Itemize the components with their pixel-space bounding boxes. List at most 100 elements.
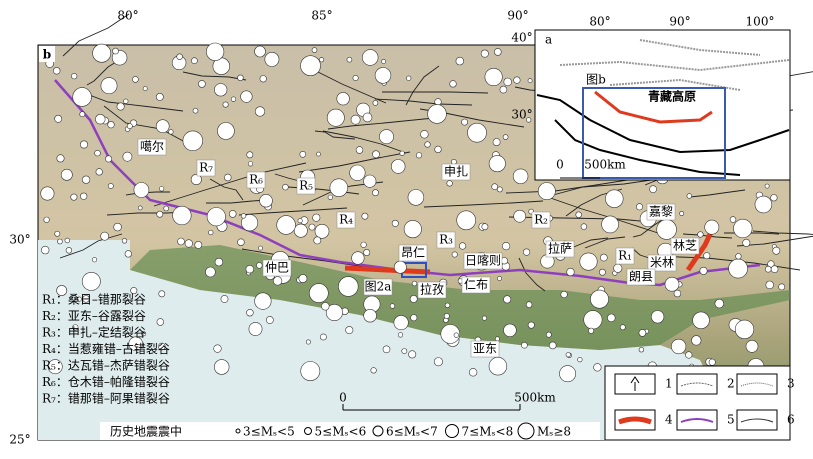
quake: [444, 302, 451, 308]
rift-legend-item: R₂：亚东–谷露裂谷: [42, 309, 146, 323]
lowland: [38, 240, 790, 440]
rift-bg: [296, 177, 316, 195]
quake: [704, 219, 720, 235]
quake: [247, 161, 254, 167]
quake: [314, 224, 330, 239]
quake-symbol: [235, 428, 241, 434]
quake: [424, 141, 431, 148]
quake: [685, 351, 693, 359]
quake: [282, 183, 289, 191]
quake: [177, 237, 185, 246]
fault: [83, 92, 184, 112]
quake: [299, 151, 307, 158]
quake: [345, 326, 354, 335]
quake: [770, 194, 778, 202]
quake: [206, 42, 225, 61]
rift-label: R₁: [618, 249, 632, 263]
quake: [735, 253, 742, 260]
legend-number: 5: [727, 413, 735, 427]
quake: [54, 114, 63, 123]
quake: [393, 315, 409, 331]
quake: [159, 186, 165, 192]
quake: [298, 274, 308, 283]
quake: [76, 296, 82, 302]
quake: [399, 150, 405, 156]
quake: [217, 122, 235, 140]
rift-label: R₂: [534, 213, 548, 227]
fault: [423, 200, 544, 208]
rift-bg: [436, 231, 456, 249]
fault: [518, 257, 546, 292]
quake: [237, 74, 244, 82]
quake: [527, 321, 535, 329]
quake: [57, 238, 63, 245]
quake: [100, 231, 110, 241]
quake: [434, 98, 442, 106]
inset-label: a: [545, 33, 552, 47]
quake: [123, 98, 129, 104]
fault: [327, 117, 435, 130]
quake: [355, 146, 364, 154]
quake: [664, 276, 680, 292]
quake: [656, 219, 677, 240]
rift-legend: R₁：桑日–错那裂谷 R₂：亚东–谷露裂谷 R₃：申扎–定结裂谷R₄：当惹雍错–古错…: [42, 293, 170, 406]
quake: [208, 229, 214, 236]
rift-label: R₅: [299, 179, 313, 193]
quake: [372, 150, 380, 159]
inset-border: [554, 119, 741, 176]
quake: [491, 183, 499, 190]
quake: [453, 332, 459, 338]
quake: [205, 266, 216, 278]
scale-label: 0: [339, 391, 347, 405]
rift-legend-item: R₇：错那错–阿果错裂谷: [42, 392, 170, 406]
quake: [409, 294, 418, 303]
quake: [246, 309, 254, 317]
quake: [513, 76, 521, 84]
inset-frame: [534, 29, 791, 181]
quake: [190, 174, 202, 186]
quake: [729, 216, 737, 223]
legend-number: 3: [787, 377, 795, 391]
fault: [538, 193, 659, 234]
quake: [503, 323, 517, 337]
quake: [40, 186, 55, 201]
quake: [137, 205, 143, 211]
place-label: 图2a: [365, 280, 392, 294]
himalaya-slope: [130, 245, 790, 350]
quake: [47, 359, 63, 375]
quake: [198, 80, 206, 88]
quake: [525, 301, 533, 308]
quake: [577, 357, 583, 363]
rift-label: R₄: [339, 213, 353, 227]
quake: [434, 145, 442, 153]
quake: [410, 314, 418, 322]
legend-sym: [630, 376, 640, 391]
quake: [329, 178, 348, 197]
quake: [407, 189, 425, 206]
inset-box-label: 图b: [586, 73, 606, 87]
quake: [601, 215, 619, 234]
quake: [156, 210, 164, 218]
quake: [308, 283, 329, 303]
place-label: 嘉黎: [649, 205, 673, 219]
quake: [362, 112, 373, 123]
quake: [155, 119, 170, 133]
quake: [300, 361, 321, 382]
place-label: 拉萨: [548, 241, 572, 256]
quake: [254, 106, 266, 117]
quake: [213, 344, 222, 353]
quake: [742, 238, 751, 247]
quake: [240, 90, 253, 103]
quake: [697, 231, 704, 238]
rift-label: R₃: [439, 233, 453, 247]
quake: [293, 223, 308, 238]
quake: [579, 252, 598, 271]
quake: [440, 324, 461, 344]
quake: [381, 59, 386, 64]
quake: [566, 267, 575, 277]
quake: [65, 247, 73, 254]
quake: [184, 239, 193, 248]
quake: [673, 289, 682, 298]
quake-legend-bg: [100, 422, 600, 440]
quake: [638, 329, 647, 337]
